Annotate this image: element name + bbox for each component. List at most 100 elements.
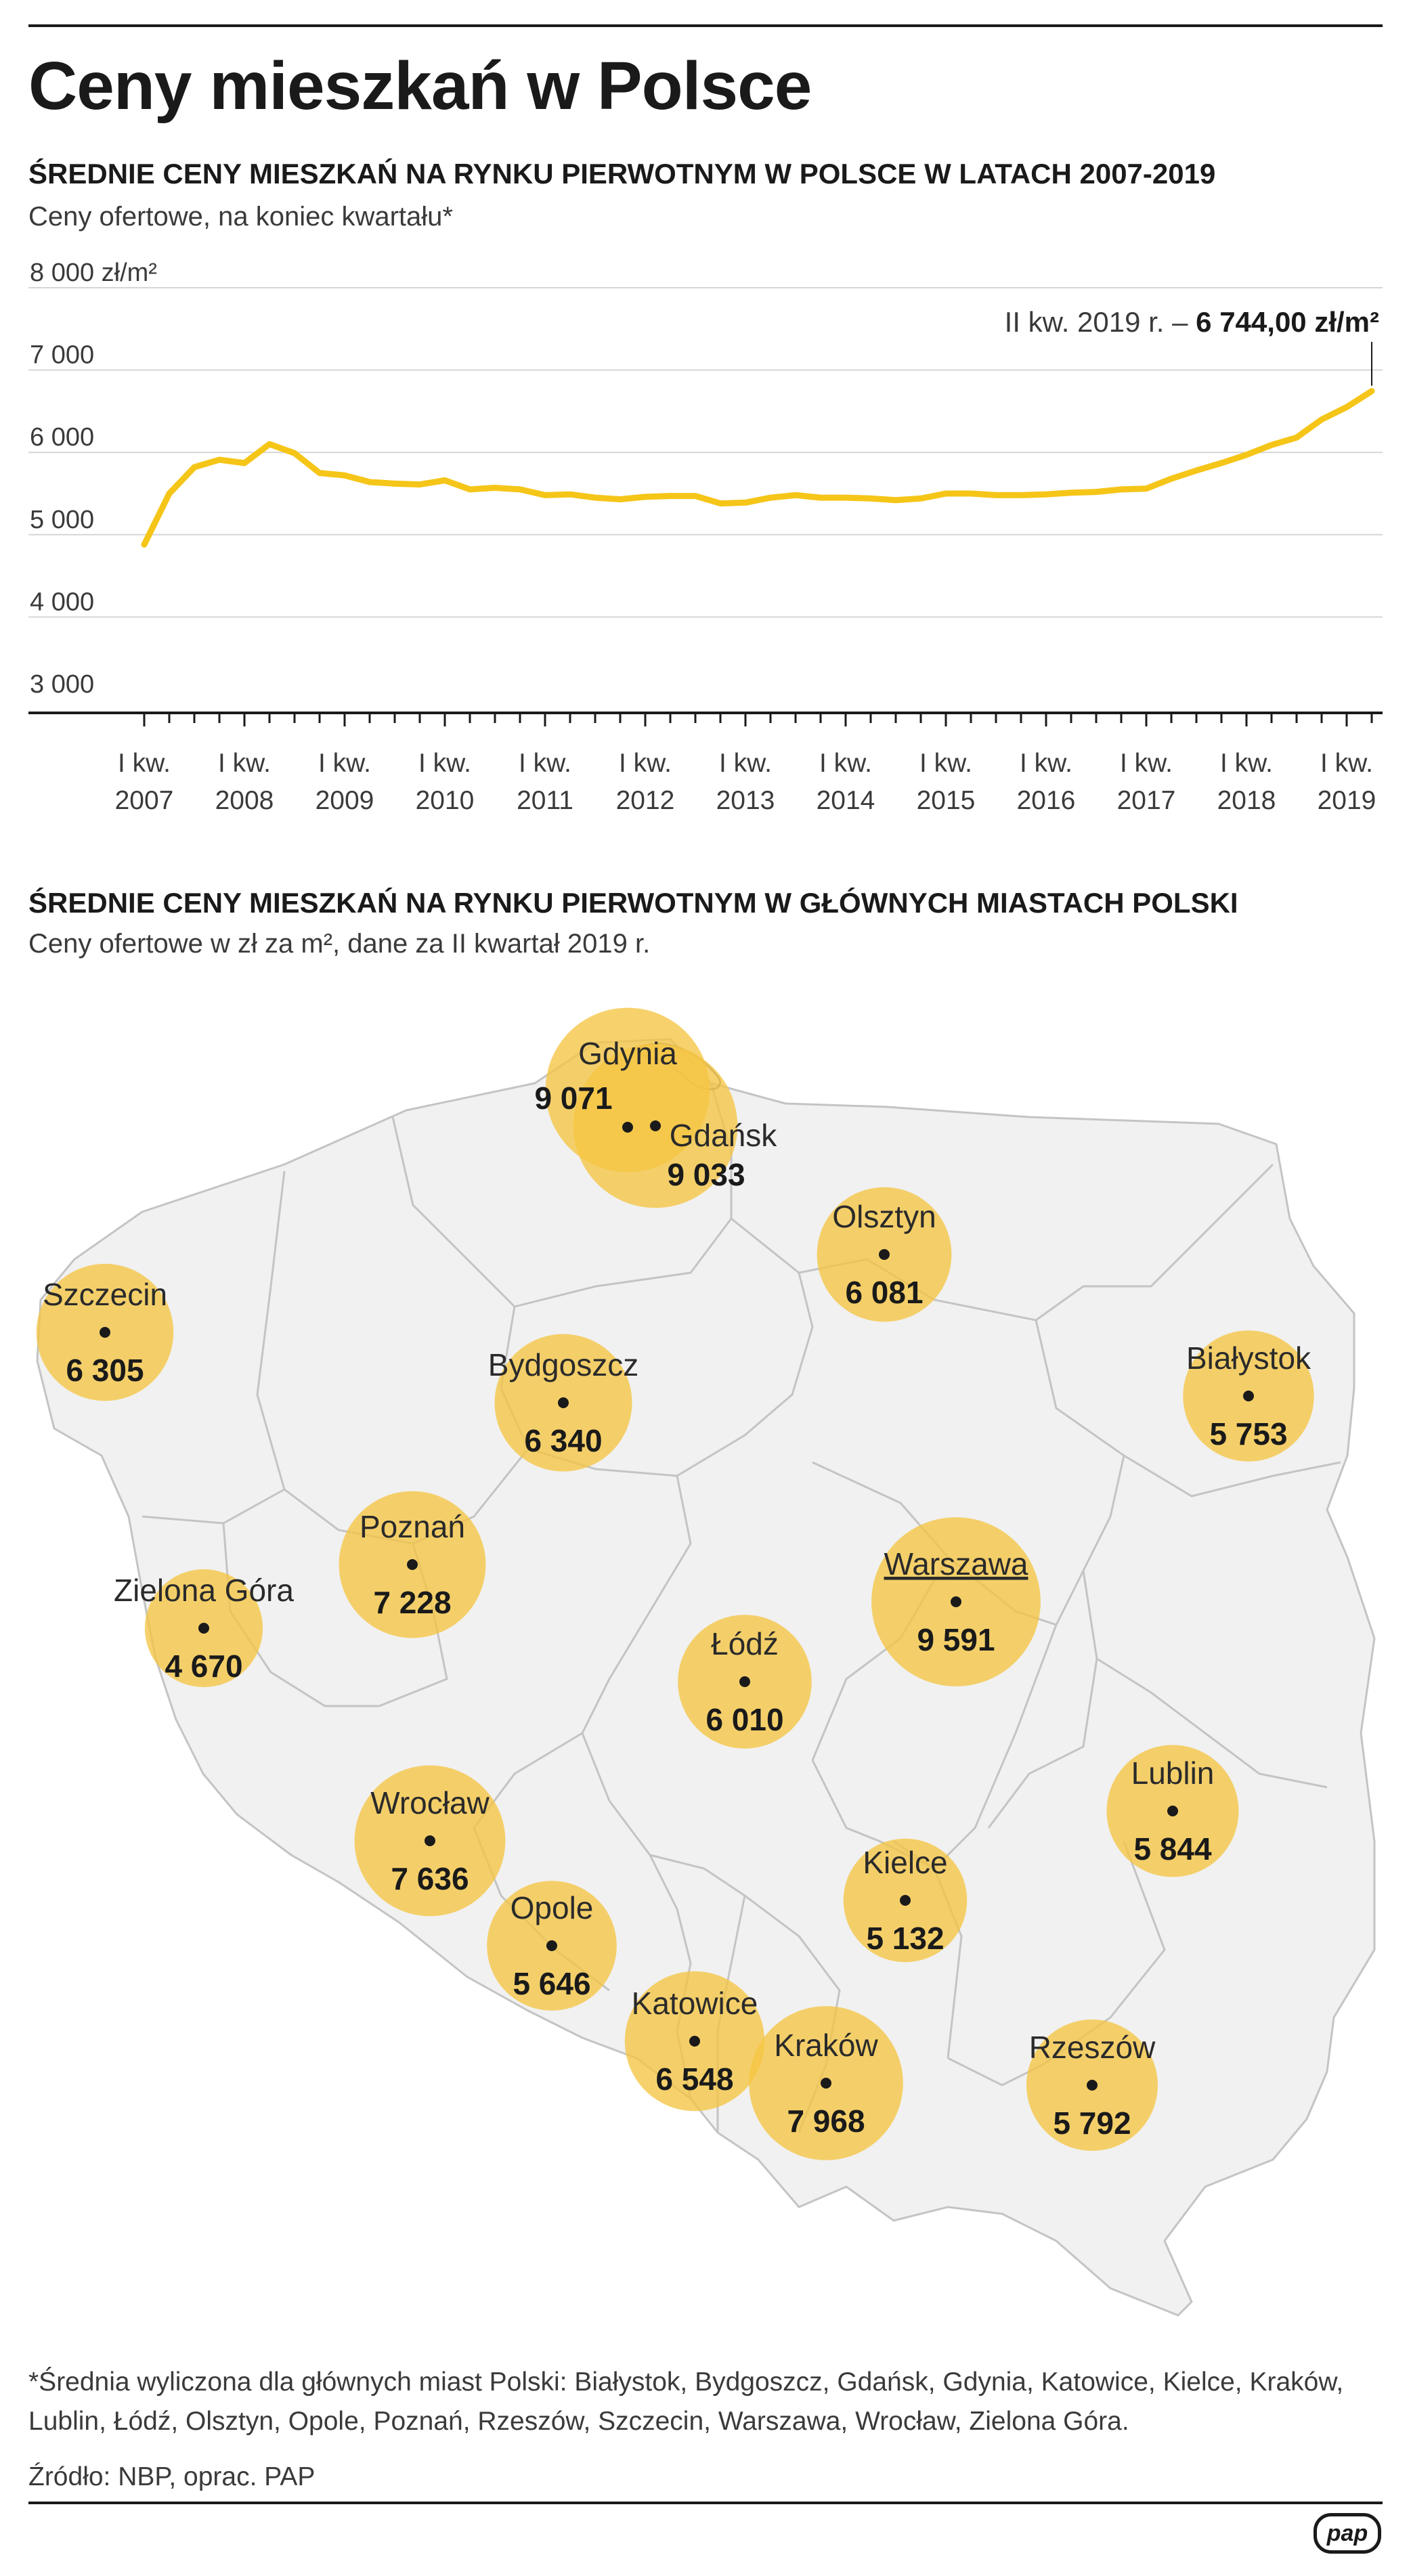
x-tick-label-year: 2012 [616, 786, 675, 815]
source-note: Źródło: NBP, oprac. PAP [28, 2462, 316, 2491]
city-name-label: Warszawa [884, 1546, 1028, 1581]
city-name-label: Kielce [863, 1845, 947, 1880]
line-chart-x-ticks: I kw. 2007 I kw. 2008 I kw. 2009 I kw. 2010 I kw… [115, 713, 1376, 815]
city-marker-dot [951, 1596, 961, 1607]
line-chart-grid [28, 287, 1383, 618]
poland-map: Gdynia 9 071 Gdańsk 9 033 Olsztyn 6 081 Szczec… [36, 1007, 1376, 2317]
city-value-label: 5 646 [513, 1966, 590, 2001]
city-name-label: Kraków [774, 2028, 878, 2063]
x-tick-label-year: 2015 [917, 786, 976, 815]
city-marker-dot [1167, 1806, 1178, 1816]
x-tick-label-year: 2014 [817, 786, 875, 815]
y-tick-label: 7 000 [30, 341, 94, 370]
city-name-label: Bydgoszcz [488, 1347, 638, 1382]
map-subtitle: Ceny ofertowe w zł za m², dane za II kwa… [28, 929, 651, 959]
x-tick-label-quarter: I kw. [118, 749, 171, 778]
y-tick-label: 5 000 [30, 506, 94, 534]
city-name-label: Białystok [1186, 1340, 1311, 1376]
annotation-value: 6 744,00 zł/m² [1196, 306, 1379, 338]
annotation-prefix: II kw. 2019 r. – [1005, 306, 1196, 338]
x-tick-label-year: 2008 [215, 786, 274, 815]
city-name-label: Szczecin [43, 1277, 167, 1312]
city-value-label: 6 340 [524, 1423, 602, 1458]
city-value-label: 7 636 [391, 1861, 469, 1896]
x-tick-label-year: 2017 [1117, 786, 1176, 815]
city-name-label: Łódź [711, 1626, 779, 1661]
x-tick-label-year: 2016 [1017, 786, 1076, 815]
city-value-label: 5 753 [1209, 1416, 1287, 1451]
city-value-label: 5 792 [1053, 2105, 1131, 2141]
city-marker-dot [689, 2036, 700, 2047]
city-name-label: Wrocław [370, 1785, 490, 1820]
city-value-label: 7 228 [373, 1585, 451, 1620]
y-tick-label: 4 000 [30, 588, 94, 616]
city-value-label: 6 305 [66, 1353, 144, 1388]
city-name-label: Katowice [632, 1986, 758, 2021]
x-tick-label-quarter: I kw. [919, 749, 972, 778]
map-heading: ŚREDNIE CENY MIESZKAŃ NA RYNKU PIERWOTNY… [28, 887, 1238, 919]
city-marker-dot [622, 1122, 633, 1133]
x-tick-label-quarter: I kw. [418, 749, 471, 778]
pap-logo: pap [1314, 2513, 1381, 2554]
city-name-label: Poznań [360, 1509, 465, 1544]
city-name-label: Rzeszów [1029, 2030, 1156, 2065]
city-value-label: 5 844 [1133, 1831, 1212, 1866]
city-value-label: 9 591 [917, 1622, 995, 1657]
x-tick-label-year: 2018 [1217, 786, 1276, 815]
x-tick-label-quarter: I kw. [1220, 749, 1273, 778]
city-value-label: 5 132 [866, 1921, 944, 1956]
x-tick-label-year: 2010 [416, 786, 475, 815]
x-tick-label-quarter: I kw. [318, 749, 371, 778]
x-tick-label-quarter: I kw. [719, 749, 772, 778]
city-bubbles: Gdynia 9 071 Gdańsk 9 033 Olsztyn 6 081 Szczec… [36, 1007, 1314, 2160]
city-marker-dot [1243, 1391, 1254, 1401]
city-value-label: 6 010 [706, 1702, 783, 1737]
city-name-label: Opole [511, 1890, 594, 1925]
x-tick-label-quarter: I kw. [519, 749, 571, 778]
city-value-label: 6 081 [845, 1275, 923, 1310]
x-tick-label-year: 2011 [517, 786, 573, 815]
last-value-annotation: II kw. 2019 r. – 6 744,00 zł/m² [1005, 306, 1379, 338]
city-marker-dot [879, 1249, 890, 1260]
city-name-label: Zielona Góra [114, 1573, 294, 1608]
price-series-line [141, 388, 1375, 548]
city-name-label: Olsztyn [832, 1199, 936, 1234]
city-marker-dot [739, 1676, 750, 1687]
x-tick-label-quarter: I kw. [1020, 749, 1072, 778]
city-name-label: Lublin [1131, 1755, 1215, 1791]
city-value-label: 7 968 [787, 2103, 865, 2139]
y-tick-label: 8 000 zł/m² [30, 259, 157, 287]
city-marker-dot [1087, 2080, 1098, 2091]
city-marker-dot [198, 1623, 209, 1634]
city-value-label: 4 670 [165, 1649, 242, 1684]
x-tick-label-year: 2013 [716, 786, 775, 815]
city-marker-dot [100, 1327, 110, 1338]
x-tick-label-year: 2007 [115, 786, 174, 815]
city-marker-dot [900, 1895, 911, 1906]
line-chart: 8 000 zł/m² 7 000 6 000 5 000 4 000 3 000 I k… [28, 259, 1383, 815]
x-tick-label-quarter: I kw. [619, 749, 672, 778]
city-name-label: Gdynia [578, 1036, 677, 1071]
x-tick-label-quarter: I kw. [819, 749, 872, 778]
x-tick-label-year: 2019 [1318, 786, 1376, 815]
city-value-label: 9 071 [534, 1080, 612, 1116]
bottom-rule [28, 2502, 1383, 2504]
city-marker-dot [821, 2078, 831, 2089]
y-tick-label: 6 000 [30, 423, 94, 452]
line-chart-y-ticks: 8 000 zł/m² 7 000 6 000 5 000 4 000 3 000 [30, 259, 157, 699]
page-title: Ceny mieszkań w Polsce [28, 48, 812, 124]
y-tick-label: 3 000 [30, 670, 94, 699]
x-tick-label-quarter: I kw. [218, 749, 271, 778]
city-marker-dot [407, 1559, 418, 1570]
line-chart-heading: ŚREDNIE CENY MIESZKAŃ NA RYNKU PIERWOTNY… [28, 158, 1216, 190]
x-tick-label-year: 2009 [316, 786, 374, 815]
line-chart-subtitle: Ceny ofertowe, na koniec kwartału* [28, 202, 453, 232]
top-rule [28, 24, 1383, 27]
city-marker-dot [558, 1397, 569, 1408]
city-marker-dot [546, 1940, 557, 1951]
x-tick-label-quarter: I kw. [1320, 749, 1373, 778]
city-name-label: Gdańsk [670, 1118, 778, 1153]
city-value-label: 6 548 [655, 2061, 733, 2097]
city-marker-dot [650, 1120, 661, 1131]
footnote: *Średnia wyliczona dla głównych miast Po… [28, 2367, 1344, 2436]
